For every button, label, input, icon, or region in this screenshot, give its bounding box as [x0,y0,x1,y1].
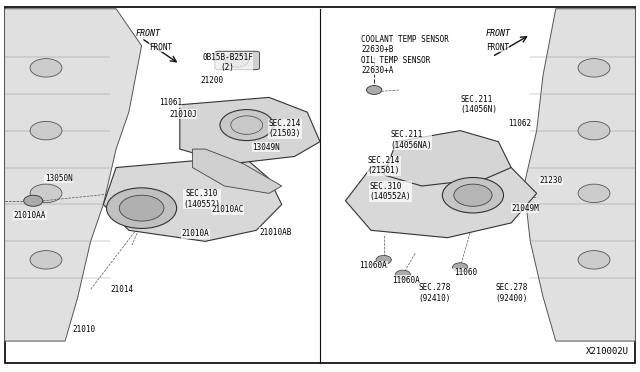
Text: 11060A: 11060A [392,276,420,285]
Text: 21010A: 21010A [182,230,210,238]
Text: 11062: 11062 [508,119,531,128]
Text: FRONT: FRONT [149,43,172,52]
Circle shape [376,256,392,264]
Text: 21010AA: 21010AA [14,211,46,220]
Text: 21010AB: 21010AB [259,228,292,237]
Text: 21010AC: 21010AC [211,205,244,215]
Text: SEC.214
(21501): SEC.214 (21501) [368,156,400,175]
Text: SEC.310
(140552): SEC.310 (140552) [184,189,221,209]
Text: 0B15B-B251F
(2): 0B15B-B251F (2) [202,52,253,72]
Text: 13050N: 13050N [45,174,72,183]
Text: SEC.214
(21503): SEC.214 (21503) [269,119,301,138]
Text: SEC.211
(14056NA): SEC.211 (14056NA) [390,130,432,150]
Circle shape [30,59,62,77]
Circle shape [30,121,62,140]
Circle shape [24,195,43,206]
Circle shape [578,184,610,203]
Text: 11060: 11060 [454,268,477,277]
Circle shape [442,177,504,213]
Circle shape [452,263,468,272]
Circle shape [578,251,610,269]
Circle shape [106,188,177,228]
Text: 13049N: 13049N [252,143,280,152]
Text: COOLANT TEMP SENSOR
22630+B
OIL TEMP SENSOR
22630+A: COOLANT TEMP SENSOR 22630+B OIL TEMP SEN… [362,35,449,75]
Circle shape [578,59,610,77]
Text: 21049M: 21049M [511,203,539,213]
Circle shape [226,54,248,67]
Text: SEC.310
(140552A): SEC.310 (140552A) [370,182,412,201]
Text: 21200: 21200 [200,76,223,85]
Text: SEC.278
(92400): SEC.278 (92400) [495,283,527,303]
Circle shape [367,86,382,94]
Polygon shape [180,97,320,164]
Circle shape [30,251,62,269]
Text: 21010J: 21010J [169,109,197,119]
Polygon shape [4,9,141,341]
Circle shape [119,195,164,221]
Polygon shape [346,157,537,238]
Circle shape [395,270,410,279]
Text: 11061: 11061 [159,99,182,108]
Text: 21010: 21010 [73,326,96,334]
FancyBboxPatch shape [215,51,259,70]
Text: 11060A: 11060A [360,261,387,270]
Circle shape [220,110,273,141]
Circle shape [30,184,62,203]
Polygon shape [384,131,511,186]
Text: SEC.211
(14056N): SEC.211 (14056N) [460,95,497,115]
Text: 21230: 21230 [540,176,563,185]
FancyBboxPatch shape [4,7,636,363]
Circle shape [578,121,610,140]
Polygon shape [193,149,282,193]
Polygon shape [524,9,636,341]
Text: X210002U: X210002U [586,347,629,356]
Text: 21014: 21014 [111,285,134,294]
Circle shape [454,184,492,206]
Text: FRONT: FRONT [486,43,509,52]
Text: FRONT: FRONT [135,29,160,38]
Text: FRONT: FRONT [486,29,511,38]
Text: SEC.278
(92410): SEC.278 (92410) [419,283,451,303]
Polygon shape [103,157,282,241]
